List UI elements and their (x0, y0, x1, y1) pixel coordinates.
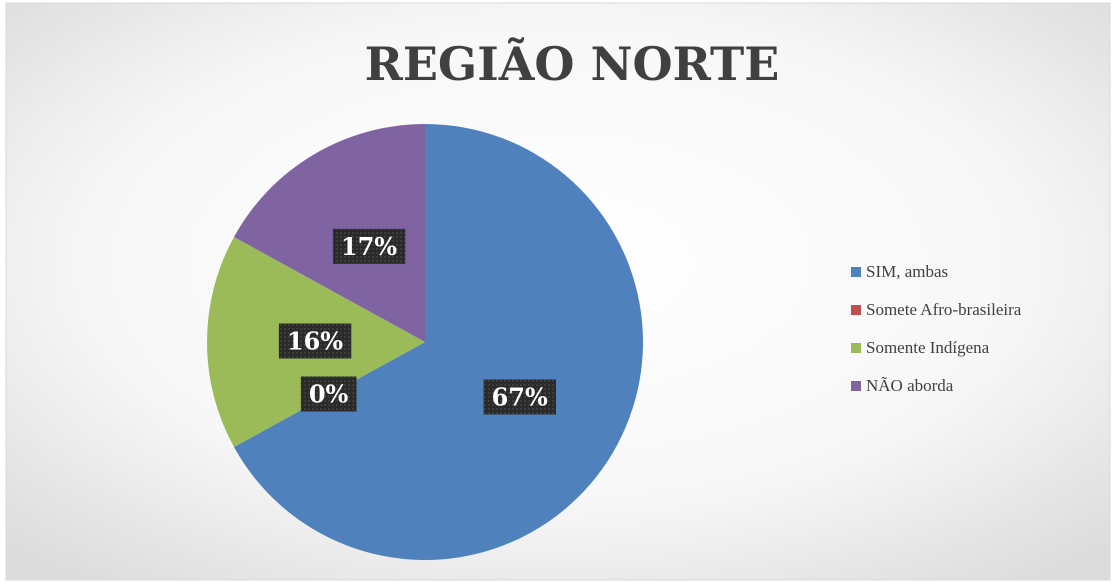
legend-label: NÃO aborda (866, 376, 954, 395)
data-label: 0% (309, 379, 349, 408)
pie-slice (233, 124, 644, 561)
data-label-box (300, 376, 357, 412)
data-label-group: 0% (300, 376, 357, 412)
legend-label: Somente Indígena (866, 338, 990, 357)
chart-title: REGIÃO NORTE (365, 36, 780, 91)
data-label-box (278, 323, 352, 359)
legend-swatch (851, 267, 861, 277)
legend-label: Somete Afro-brasileira (866, 300, 1022, 319)
data-label-group: 67% (483, 379, 556, 415)
legend-swatch (851, 381, 861, 391)
pie-slice (233, 124, 425, 342)
data-label-box (332, 228, 406, 264)
legend-label: SIM, ambas (866, 262, 948, 281)
data-label: 16% (287, 327, 343, 356)
data-label: 17% (341, 232, 397, 261)
legend-swatch (851, 305, 861, 315)
data-label: 67% (492, 382, 548, 411)
data-label-group: 17% (332, 228, 406, 264)
legend-swatch (851, 343, 861, 353)
data-label-group: 16% (278, 323, 352, 359)
data-label-box (483, 379, 556, 415)
